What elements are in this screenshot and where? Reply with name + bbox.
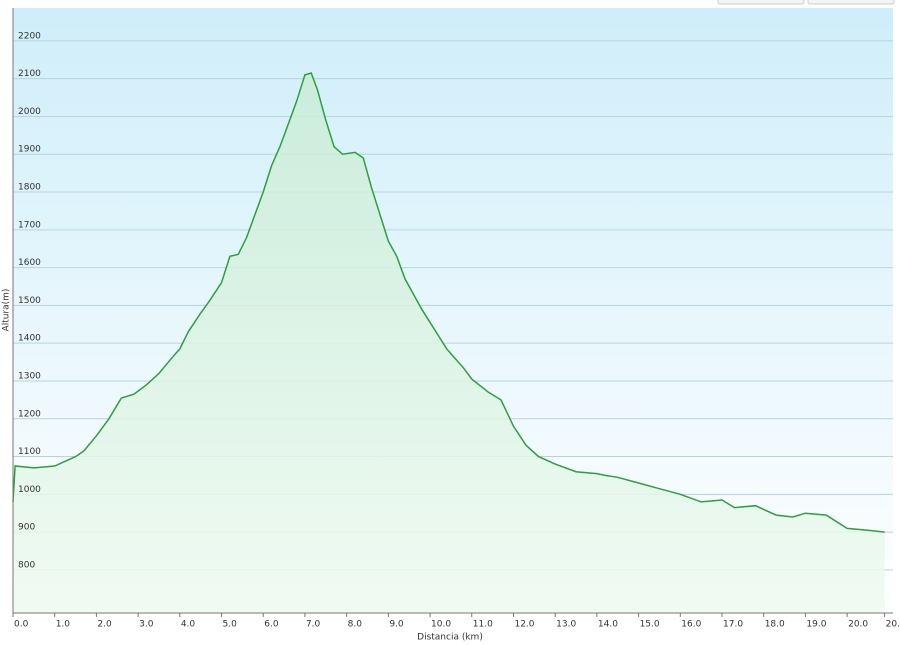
x-tick-label: 13.0 — [556, 620, 576, 630]
y-tick-label: 1100 — [18, 447, 41, 457]
x-tick-label: 5.0 — [223, 620, 238, 630]
y-tick-label: 900 — [18, 523, 35, 533]
x-tick-label: 4.0 — [181, 620, 196, 630]
x-tick-label: 3.0 — [139, 620, 154, 630]
area-fill — [13, 73, 885, 613]
x-tick-label: 8.0 — [348, 620, 363, 630]
y-tick-label: 2000 — [18, 107, 41, 117]
y-tick-label: 1400 — [18, 334, 41, 344]
y-tick-label: 2200 — [18, 31, 41, 41]
y-tick-label: 1200 — [18, 409, 41, 419]
x-tick-label: 7.0 — [306, 620, 321, 630]
y-tick-label: 800 — [18, 560, 35, 570]
y-tick-label: 1500 — [18, 296, 41, 306]
x-tick-label: 18.0 — [765, 620, 785, 630]
x-tick-label: 2.0 — [97, 620, 112, 630]
y-tick-label: 1700 — [18, 220, 41, 230]
x-tick-label: 0.0 — [14, 620, 29, 630]
x-tick-label: 19.0 — [806, 620, 826, 630]
x-tick-label: 16.0 — [681, 620, 701, 630]
y-tick-label: 1900 — [18, 145, 41, 155]
x-tick-label: 9.0 — [389, 620, 404, 630]
x-tick-label: 20.0 — [848, 620, 868, 630]
y-tick-label: 1000 — [18, 485, 41, 495]
x-tick-label: 14.0 — [598, 620, 618, 630]
x-tick-label: 20.9 — [886, 620, 900, 630]
x-tick-label: 10.0 — [431, 620, 451, 630]
y-tick-label: 1600 — [18, 258, 41, 268]
y-tick-label: 2100 — [18, 69, 41, 79]
elevation-line — [12, 72, 885, 533]
y-tick-label: 1300 — [18, 371, 41, 381]
x-axis-title: Distancia (km) — [417, 633, 483, 643]
y-tick-label: 1800 — [18, 183, 41, 193]
x-tick-label: 15.0 — [640, 620, 660, 630]
x-tick-label: 17.0 — [723, 620, 743, 630]
x-tick-label: 1.0 — [56, 620, 71, 630]
button[interactable] — [807, 0, 895, 5]
x-tick-label: 11.0 — [473, 620, 493, 630]
x-tick-label: 6.0 — [264, 620, 279, 630]
x-tick-label: 12.0 — [514, 620, 534, 630]
y-axis-title: Altura(m) — [2, 289, 12, 332]
button[interactable] — [717, 0, 805, 5]
